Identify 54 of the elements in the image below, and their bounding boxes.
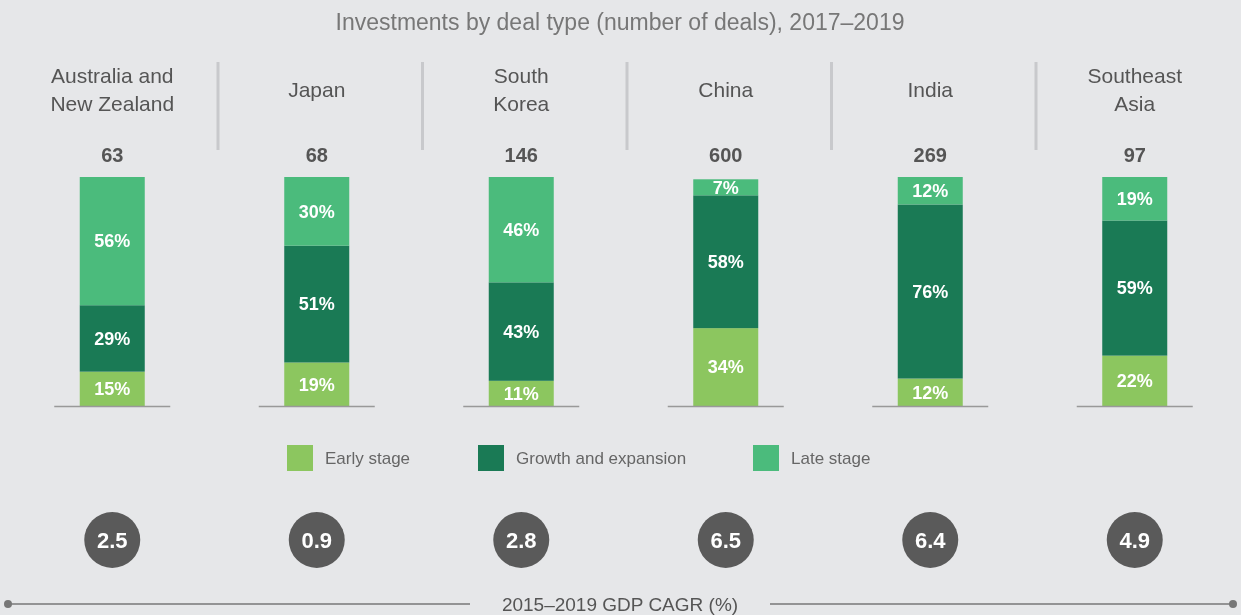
bar: [488, 177, 554, 283]
text: 2.8: [505, 527, 537, 553]
data-label: 19%: [1116, 189, 1153, 210]
bar: [1102, 220, 1168, 356]
text: 269: [913, 144, 947, 166]
x-tick-label: Japan: [288, 78, 346, 101]
data-label: 30%: [298, 201, 335, 222]
bar: [897, 204, 963, 379]
data-label: 11%: [503, 383, 539, 404]
bar: [284, 245, 350, 363]
bar: [693, 195, 759, 329]
text: 600: [709, 144, 743, 166]
text: 6.5: [710, 527, 742, 553]
data-label: 12%: [912, 181, 949, 202]
text: 4.9: [1119, 527, 1151, 553]
text: 63: [101, 144, 124, 166]
x-tick-label: Australia and New Zealand: [50, 64, 175, 115]
text: 97: [1123, 144, 1146, 166]
bar: [488, 282, 554, 381]
bar: [1102, 177, 1168, 221]
data-label: 59%: [1116, 278, 1153, 299]
legend-label: Late stage: [791, 448, 871, 468]
x-tick-label: China: [698, 78, 754, 101]
data-label: 56%: [94, 231, 131, 252]
data-label: 46%: [503, 219, 540, 240]
bar: [79, 305, 145, 372]
data-label: 34%: [707, 357, 744, 378]
x-tick-label: Southeast Asia: [1087, 64, 1183, 115]
legend-label: Growth and expansion: [516, 448, 687, 468]
data-label: 51%: [298, 294, 335, 315]
data-label: 19%: [298, 374, 335, 395]
data-label: 22%: [1116, 371, 1153, 392]
bar: [79, 177, 145, 306]
text: 0.9: [301, 527, 333, 553]
data-label: 15%: [94, 379, 131, 400]
data-label: 12%: [912, 382, 949, 403]
text: 68: [305, 144, 328, 166]
bar: [284, 362, 350, 406]
data-label: 7%: [712, 177, 739, 198]
chart-title: Investments by deal type (number of deals), 2017–2019: [335, 9, 905, 35]
x-tick-label: India: [907, 78, 954, 101]
text: 2.5: [96, 527, 128, 553]
x-tick-label: South Korea: [493, 64, 550, 115]
legend-label: Early stage: [325, 448, 411, 468]
data-label: 29%: [94, 328, 131, 349]
data-label: 58%: [707, 252, 744, 273]
bar: [1102, 355, 1168, 406]
text: 146: [504, 144, 538, 166]
bar: [693, 328, 759, 406]
text: 6.4: [914, 527, 947, 553]
data-label: 76%: [912, 281, 949, 302]
text: 2015–2019 GDP CAGR (%): [501, 594, 739, 615]
data-label: 43%: [503, 321, 540, 342]
bar: [284, 177, 350, 246]
